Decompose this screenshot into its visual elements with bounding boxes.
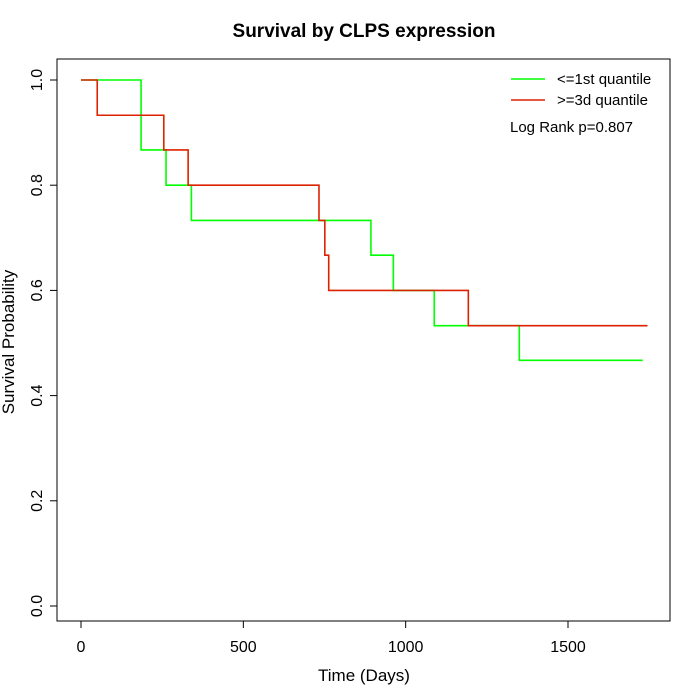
y-tick-label: 0.6 (29, 279, 46, 301)
series-layer (81, 79, 648, 362)
x-axis-label: Time (Days) (318, 666, 410, 685)
x-tick-label: 0 (77, 639, 86, 656)
y-tick-label: 0.8 (29, 174, 46, 196)
y-tick-label: 0.4 (29, 384, 46, 406)
log-rank-annotation: Log Rank p=0.807 (510, 119, 633, 136)
legend-label: >=3d quantile (557, 92, 648, 109)
chart-title: Survival by CLPS expression (233, 21, 496, 42)
series-line-2 (81, 79, 648, 327)
x-tick-label: 1000 (388, 639, 424, 656)
y-tick-label: 0.2 (29, 490, 46, 512)
y-axis: 0.0 0.2 0.4 0.6 0.8 1.0 (29, 69, 58, 617)
legend: <=1st quantile >=3d quantile (511, 71, 651, 109)
series-line-1 (81, 79, 643, 362)
legend-label: <=1st quantile (557, 71, 651, 88)
x-axis: 0 500 1000 1500 (77, 620, 586, 656)
x-tick-label: 500 (230, 639, 257, 656)
y-tick-label: 0.0 (29, 595, 46, 617)
plot-frame (56, 58, 671, 622)
x-tick-label: 1500 (550, 639, 586, 656)
y-axis-label: Survival Probability (0, 269, 18, 414)
y-tick-label: 1.0 (29, 69, 46, 91)
